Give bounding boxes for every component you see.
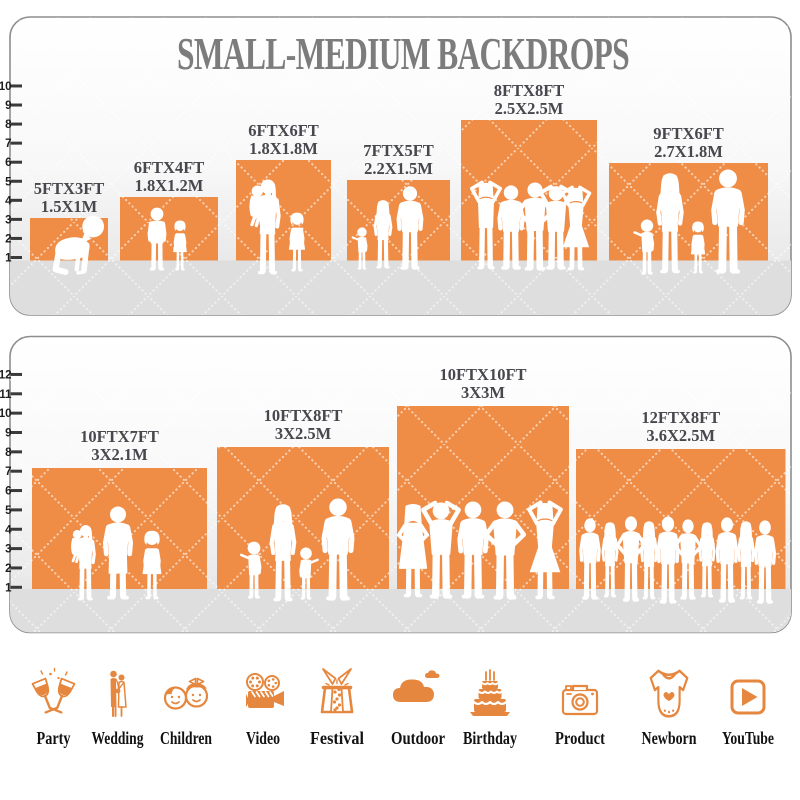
- svg-text:5FTX3FT: 5FTX3FT: [34, 179, 105, 198]
- svg-text:1.5X1M: 1.5X1M: [41, 197, 98, 216]
- svg-text:2.2X1.5M: 2.2X1.5M: [364, 159, 433, 178]
- svg-text:10FTX10FT: 10FTX10FT: [439, 365, 526, 384]
- svg-text:2: 2: [5, 563, 11, 575]
- svg-text:Outdoor: Outdoor: [391, 728, 445, 748]
- svg-text:3X2.5M: 3X2.5M: [275, 424, 332, 443]
- svg-text:YouTube: YouTube: [722, 728, 774, 748]
- svg-text:7: 7: [5, 138, 11, 150]
- svg-text:3: 3: [5, 544, 11, 556]
- svg-text:6FTX6FT: 6FTX6FT: [248, 121, 319, 140]
- svg-text:3.6X2.5M: 3.6X2.5M: [646, 426, 715, 445]
- svg-text:Wedding: Wedding: [92, 728, 144, 748]
- svg-text:1: 1: [5, 582, 12, 594]
- svg-text:3X3M: 3X3M: [461, 383, 505, 402]
- svg-text:9: 9: [5, 100, 11, 112]
- svg-text:6FTX4FT: 6FTX4FT: [134, 158, 205, 177]
- svg-text:9: 9: [5, 428, 11, 440]
- svg-text:2.7X1.8M: 2.7X1.8M: [654, 142, 723, 161]
- svg-text:Product: Product: [555, 728, 605, 748]
- svg-text:Children: Children: [160, 728, 212, 748]
- svg-text:Party: Party: [37, 728, 71, 748]
- svg-text:10FTX7FT: 10FTX7FT: [80, 427, 159, 446]
- svg-text:SMALL-MEDIUM BACKDROPS: SMALL-MEDIUM BACKDROPS: [177, 28, 629, 79]
- svg-text:3X2.1M: 3X2.1M: [91, 445, 148, 464]
- svg-text:9FTX6FT: 9FTX6FT: [653, 124, 724, 143]
- svg-text:2.5X2.5M: 2.5X2.5M: [495, 99, 564, 118]
- svg-text:Video: Video: [246, 728, 280, 748]
- svg-text:10: 10: [0, 81, 12, 93]
- svg-text:12FTX8FT: 12FTX8FT: [641, 408, 720, 427]
- svg-text:4: 4: [5, 524, 12, 536]
- svg-text:6: 6: [5, 157, 11, 169]
- svg-text:8: 8: [5, 119, 12, 131]
- svg-text:10: 10: [0, 408, 12, 420]
- svg-text:1.8X1.8M: 1.8X1.8M: [249, 139, 318, 158]
- svg-text:11: 11: [0, 389, 12, 401]
- svg-text:12: 12: [0, 369, 12, 381]
- svg-text:10FTX8FT: 10FTX8FT: [264, 406, 343, 425]
- svg-text:7: 7: [5, 466, 11, 478]
- svg-text:4: 4: [5, 195, 12, 207]
- svg-text:6: 6: [5, 486, 11, 498]
- svg-text:8: 8: [5, 447, 12, 459]
- svg-text:2: 2: [5, 233, 11, 245]
- svg-text:3: 3: [5, 214, 11, 226]
- svg-text:7FTX5FT: 7FTX5FT: [363, 141, 434, 160]
- svg-text:Newborn: Newborn: [642, 728, 697, 748]
- svg-text:Birthday: Birthday: [463, 728, 517, 748]
- svg-text:8FTX8FT: 8FTX8FT: [494, 81, 565, 100]
- svg-text:Festival: Festival: [310, 728, 364, 748]
- svg-text:1: 1: [5, 253, 12, 265]
- svg-text:1.8X1.2M: 1.8X1.2M: [135, 176, 204, 195]
- svg-text:5: 5: [5, 505, 12, 517]
- svg-text:5: 5: [5, 176, 12, 188]
